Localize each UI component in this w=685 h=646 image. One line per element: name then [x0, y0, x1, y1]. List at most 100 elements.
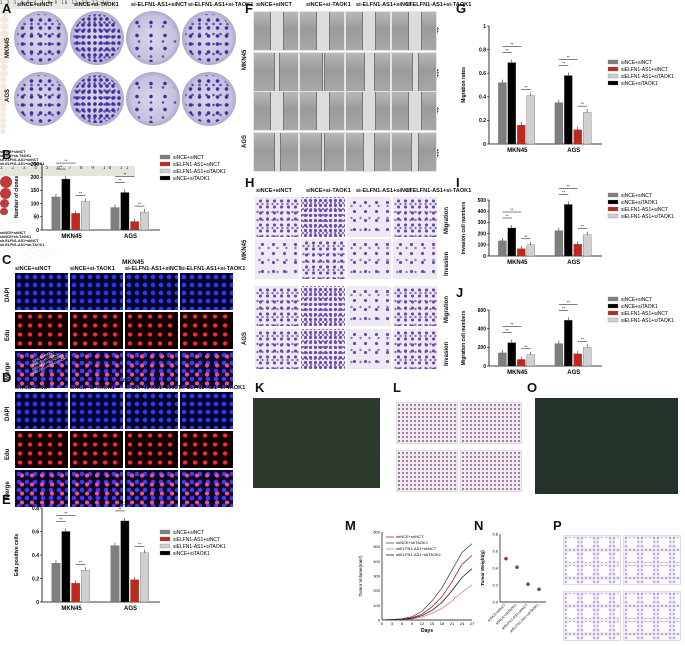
- panel-label-A: A: [2, 1, 12, 16]
- transwell-image: [300, 238, 346, 280]
- scratch-image: [345, 11, 391, 51]
- scratch-gap: [362, 12, 376, 50]
- y-tick-label: 0.0: [492, 600, 498, 605]
- x-tick-label: 3: [391, 621, 394, 626]
- c-image: [14, 272, 69, 311]
- h-header-0: siNCE+siNCT: [256, 188, 292, 194]
- scratch-gap: [411, 53, 419, 91]
- y-tick-label: 200: [373, 588, 380, 593]
- sig-stars: **: [506, 213, 510, 218]
- scratch-image: [391, 11, 437, 51]
- chart-b-legend: siNCE+siNCTsiELFN1-AS1+siNCTsiELFN1-AS1+…: [159, 154, 226, 182]
- tumor-o: [0, 188, 11, 199]
- bar: [554, 230, 564, 257]
- chart-i-legend: siNCE+siNCTsiNCE+siTAOK1siELFN1-AS1+siNC…: [607, 192, 674, 220]
- tumor-k: [0, 44, 8, 51]
- d-image: [124, 391, 179, 430]
- tumor-k: [0, 16, 9, 23]
- y-tick-label: 0.6: [492, 549, 498, 554]
- transwell-image: [300, 196, 346, 238]
- f-cell-1: AGS: [242, 134, 248, 148]
- scratch-gap: [363, 53, 375, 91]
- bar: [71, 583, 81, 603]
- bar: [51, 196, 61, 231]
- y-axis-label: Migration cell numbers: [461, 310, 467, 365]
- panel-label-H: H: [245, 175, 255, 190]
- tumor-k: [0, 123, 6, 129]
- d-image: [69, 469, 124, 508]
- f-header-1: siNCE+si-TAOK1: [306, 2, 351, 8]
- tumor-k: [0, 23, 9, 30]
- colony-spots: [17, 75, 65, 123]
- legend-label: siELFN1-AS1+siTAOK1: [621, 318, 674, 324]
- bar: [526, 354, 535, 367]
- sig-stars: **: [524, 234, 528, 239]
- transwell-image: [346, 328, 392, 370]
- bar: [526, 244, 535, 257]
- ihc-image: [396, 402, 458, 444]
- d-image: [124, 469, 179, 508]
- y-tick-label: 0: [483, 364, 486, 370]
- scratch-image: [391, 91, 437, 131]
- y-tick-label: 0.8: [32, 506, 39, 512]
- ruler-k: 1 2 3 4 5 6 7 8 9 10 11 12 13 14: [0, 0, 118, 9]
- scratch-gap: [408, 12, 422, 50]
- bar: [71, 213, 81, 231]
- c-header-1: siNCE+si-TAOK1: [70, 266, 115, 272]
- sig-stars: **: [138, 542, 142, 547]
- bar: [573, 244, 582, 257]
- bar: [583, 347, 592, 367]
- scratch-image: [299, 11, 345, 51]
- scratch-image: [299, 52, 345, 92]
- scratch-image: [345, 132, 391, 172]
- transwell-image: [254, 196, 300, 238]
- d-image: [179, 430, 234, 469]
- l-label-0: shNCE+shNCT: [0, 150, 26, 154]
- scratch-gap: [316, 92, 330, 130]
- x-tick-label: 21: [450, 621, 455, 626]
- tumor-k: [0, 63, 8, 70]
- x-tick-label: 18: [440, 621, 445, 626]
- legend-swatch: [607, 192, 619, 198]
- sig-stars: **: [562, 189, 566, 194]
- sig-stars: **: [562, 61, 566, 66]
- f-header-2: si-ELFN1-AS1+siNCT: [356, 2, 413, 8]
- legend-label: siNCE+siNCT: [173, 530, 204, 536]
- transwell-image: [346, 196, 392, 238]
- lung-image: [623, 535, 681, 585]
- legend-swatch: [159, 550, 171, 556]
- ruler-o: 1 2 3 4 5 6 7 8 9 10 11 12: [0, 166, 135, 176]
- series-line: [381, 584, 473, 621]
- tumor-photo-k: [253, 398, 380, 488]
- transwell-image: [392, 196, 438, 238]
- lung-image: [563, 591, 621, 641]
- legend-swatch: [159, 543, 171, 549]
- colony-spots: [129, 14, 177, 62]
- h-header-2: si-ELFN1-AS1+siNCT: [356, 188, 413, 194]
- bar: [120, 520, 130, 603]
- y-tick-label: 0.2: [492, 583, 498, 588]
- transwell-image: [346, 285, 392, 327]
- bar: [564, 204, 573, 257]
- h-header-3: si-ELFN1-AS1+si-TAOK1: [406, 188, 472, 194]
- y-tick-label: 100: [478, 243, 487, 249]
- y-axis-label: Number of clones: [14, 176, 20, 218]
- panel-label-L: L: [393, 380, 401, 395]
- transwell-image: [254, 285, 300, 327]
- colony-dish: [126, 11, 180, 65]
- tumor-photo-o: [535, 398, 678, 494]
- ihc-image: [460, 450, 522, 492]
- y-tick-label: 0: [483, 142, 486, 148]
- f-cell-0: MKN45: [242, 49, 248, 70]
- tumor-k: [0, 82, 7, 89]
- scratch-image: [299, 132, 345, 172]
- colony-spots: [17, 14, 65, 62]
- sig-stars: **: [510, 322, 514, 327]
- sig-stars: **: [59, 517, 63, 522]
- c-row-1: Edu: [5, 329, 11, 341]
- tumor-k: [0, 57, 8, 64]
- c-image: [69, 272, 124, 311]
- legend-label: siELFN1-AS1+siTAOK1: [621, 74, 674, 80]
- d-header-0: siNCE+siNCT: [15, 385, 51, 391]
- legend-label: siNCE+siTAOK1: [621, 200, 658, 206]
